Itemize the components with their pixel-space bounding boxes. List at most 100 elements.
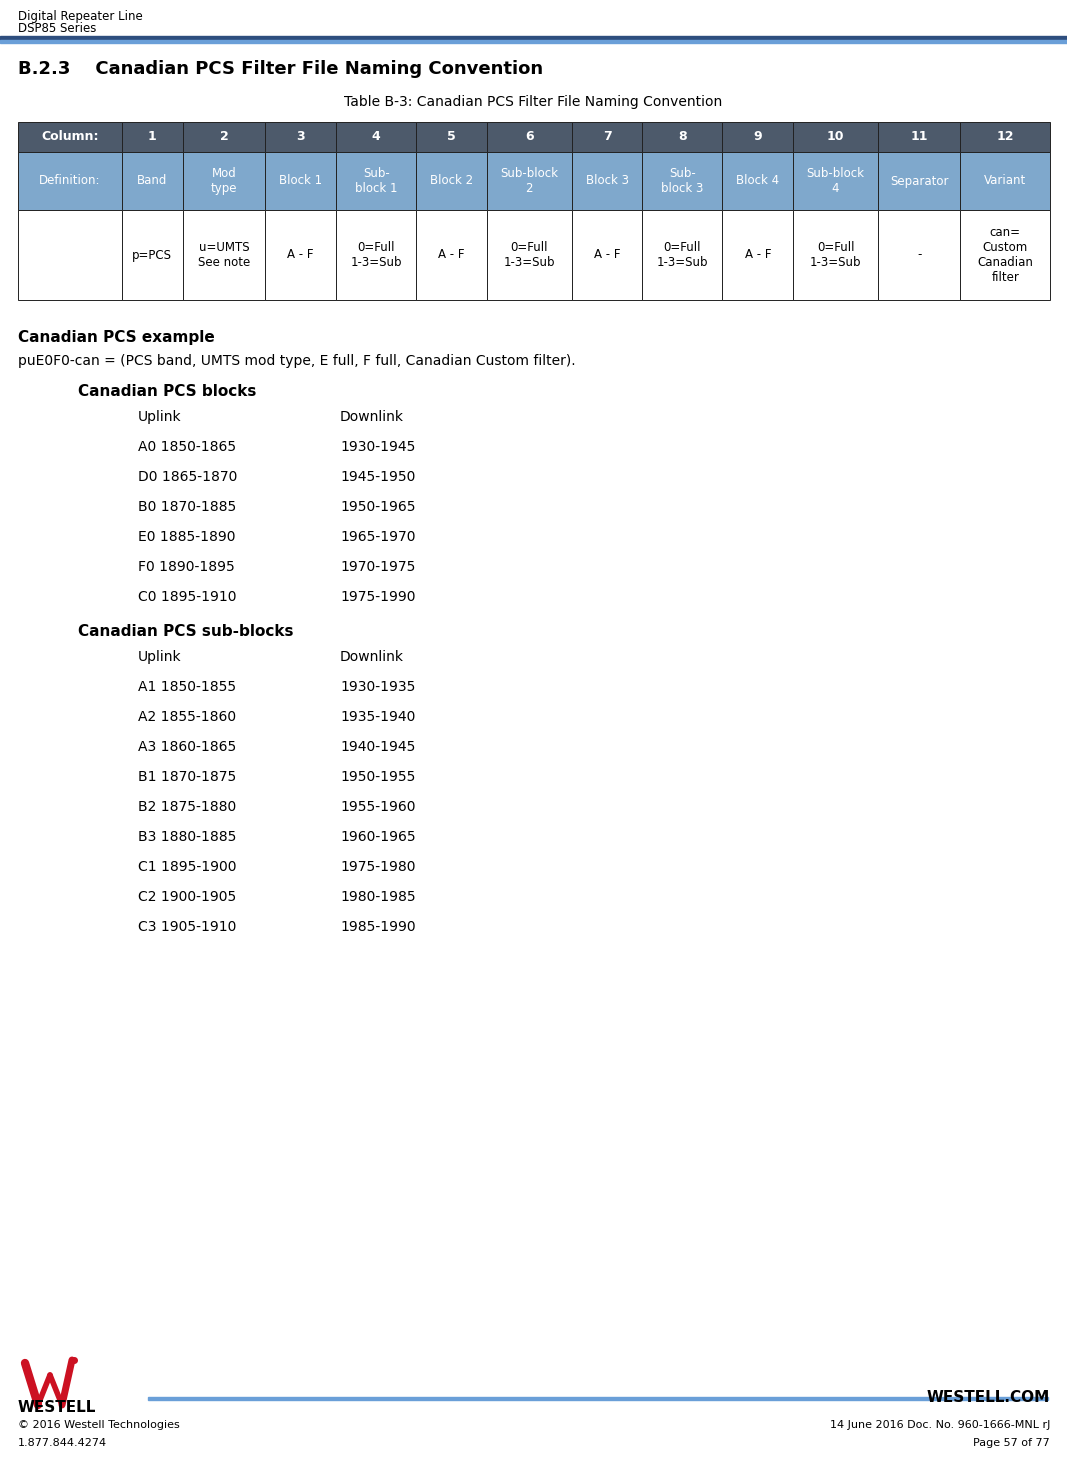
Text: u=UMTS
See note: u=UMTS See note [198, 240, 251, 268]
Text: 1: 1 [148, 130, 157, 143]
Text: Canadian PCS sub-blocks: Canadian PCS sub-blocks [78, 624, 293, 639]
Bar [122, 122, 182, 152]
Text: puE0F0-can = (PCS band, UMTS mod type, E full, F full, Canadian Custom filter).: puE0F0-can = (PCS band, UMTS mod type, E… [18, 354, 575, 367]
Text: Canadian PCS blocks: Canadian PCS blocks [78, 384, 256, 400]
Text: 1945-1950: 1945-1950 [340, 471, 415, 484]
Text: -: - [917, 248, 922, 261]
Text: DSP85 Series: DSP85 Series [18, 22, 96, 35]
Text: A - F: A - F [745, 248, 771, 261]
Text: 1950-1955: 1950-1955 [340, 770, 415, 785]
Text: 1935-1940: 1935-1940 [340, 709, 415, 724]
Bar [793, 122, 878, 152]
Bar [960, 152, 1050, 209]
Text: Mod
type: Mod type [211, 167, 238, 195]
Bar [148, 1397, 1048, 1400]
Text: Uplink: Uplink [138, 650, 181, 664]
Bar [182, 122, 266, 152]
Bar [722, 209, 793, 299]
Text: 1980-1985: 1980-1985 [340, 889, 416, 904]
Bar [793, 209, 878, 299]
Text: 11: 11 [910, 130, 928, 143]
Bar [18, 209, 122, 299]
Text: Sub-block
4: Sub-block 4 [807, 167, 864, 195]
Text: Canadian PCS example: Canadian PCS example [18, 330, 214, 345]
Bar [336, 209, 416, 299]
Bar [182, 209, 266, 299]
Text: B0 1870-1885: B0 1870-1885 [138, 500, 236, 513]
Bar [266, 152, 336, 209]
Bar [182, 152, 266, 209]
Text: B1 1870-1875: B1 1870-1875 [138, 770, 236, 785]
Text: A - F: A - F [439, 248, 465, 261]
Text: C0 1895-1910: C0 1895-1910 [138, 590, 237, 603]
Bar [722, 122, 793, 152]
Text: C1 1895-1900: C1 1895-1900 [138, 860, 237, 875]
Text: 3: 3 [297, 130, 305, 143]
Text: Column:: Column: [42, 130, 98, 143]
Bar [416, 209, 487, 299]
Text: 10: 10 [827, 130, 844, 143]
Bar [960, 122, 1050, 152]
Text: can=
Custom
Canadian
filter: can= Custom Canadian filter [977, 226, 1033, 285]
Text: 1965-1970: 1965-1970 [340, 530, 415, 544]
Text: 7: 7 [603, 130, 611, 143]
Text: 8: 8 [679, 130, 687, 143]
Text: 1985-1990: 1985-1990 [340, 920, 416, 934]
Text: 0=Full
1-3=Sub: 0=Full 1-3=Sub [656, 240, 708, 268]
Text: © 2016 Westell Technologies: © 2016 Westell Technologies [18, 1420, 179, 1429]
Text: D0 1865-1870: D0 1865-1870 [138, 471, 237, 484]
Bar [642, 209, 722, 299]
Text: Block 2: Block 2 [430, 174, 473, 187]
Text: A0 1850-1865: A0 1850-1865 [138, 440, 236, 454]
Text: 1975-1990: 1975-1990 [340, 590, 415, 603]
Bar [878, 209, 960, 299]
Text: Variant: Variant [984, 174, 1026, 187]
Bar [487, 209, 572, 299]
Text: Separator: Separator [890, 174, 949, 187]
Text: Sub-
block 1: Sub- block 1 [355, 167, 397, 195]
Text: 1930-1935: 1930-1935 [340, 680, 415, 695]
Text: A - F: A - F [287, 248, 314, 261]
Text: 1975-1980: 1975-1980 [340, 860, 415, 875]
Bar [793, 152, 878, 209]
Text: 1950-1965: 1950-1965 [340, 500, 415, 513]
Text: 1970-1975: 1970-1975 [340, 560, 415, 574]
Text: Definition:: Definition: [39, 174, 100, 187]
Text: F0 1890-1895: F0 1890-1895 [138, 560, 235, 574]
Text: 1.877.844.4274: 1.877.844.4274 [18, 1438, 107, 1448]
Text: Downlink: Downlink [340, 410, 404, 423]
Bar [572, 122, 642, 152]
Text: C3 1905-1910: C3 1905-1910 [138, 920, 237, 934]
Bar [416, 152, 487, 209]
Text: 1960-1965: 1960-1965 [340, 830, 416, 844]
Bar [416, 122, 487, 152]
Text: B3 1880-1885: B3 1880-1885 [138, 830, 237, 844]
Bar [642, 152, 722, 209]
Bar [266, 122, 336, 152]
Text: Table B-3: Canadian PCS Filter File Naming Convention: Table B-3: Canadian PCS Filter File Nami… [344, 94, 722, 109]
Text: Block 3: Block 3 [586, 174, 628, 187]
Text: 1955-1960: 1955-1960 [340, 799, 415, 814]
Bar [0, 35, 1067, 40]
Text: Downlink: Downlink [340, 650, 404, 664]
Bar [0, 40, 1067, 43]
Text: A3 1860-1865: A3 1860-1865 [138, 740, 236, 754]
Bar [722, 152, 793, 209]
Text: Uplink: Uplink [138, 410, 181, 423]
Text: 0=Full
1-3=Sub: 0=Full 1-3=Sub [810, 240, 861, 268]
Text: Sub-block
2: Sub-block 2 [500, 167, 558, 195]
Text: Page 57 of 77: Page 57 of 77 [973, 1438, 1050, 1448]
Bar [487, 152, 572, 209]
Text: 0=Full
1-3=Sub: 0=Full 1-3=Sub [350, 240, 402, 268]
Bar [18, 152, 122, 209]
Text: p=PCS: p=PCS [132, 248, 172, 261]
Text: Band: Band [138, 174, 168, 187]
Text: B.2.3    Canadian PCS Filter File Naming Convention: B.2.3 Canadian PCS Filter File Naming Co… [18, 60, 543, 78]
Text: 14 June 2016 Doc. No. 960-1666-MNL rJ: 14 June 2016 Doc. No. 960-1666-MNL rJ [830, 1420, 1050, 1429]
Text: WESTELL: WESTELL [18, 1400, 96, 1415]
Bar [642, 122, 722, 152]
Text: Block 4: Block 4 [736, 174, 779, 187]
Bar [487, 122, 572, 152]
Bar [336, 152, 416, 209]
Text: E0 1885-1890: E0 1885-1890 [138, 530, 236, 544]
